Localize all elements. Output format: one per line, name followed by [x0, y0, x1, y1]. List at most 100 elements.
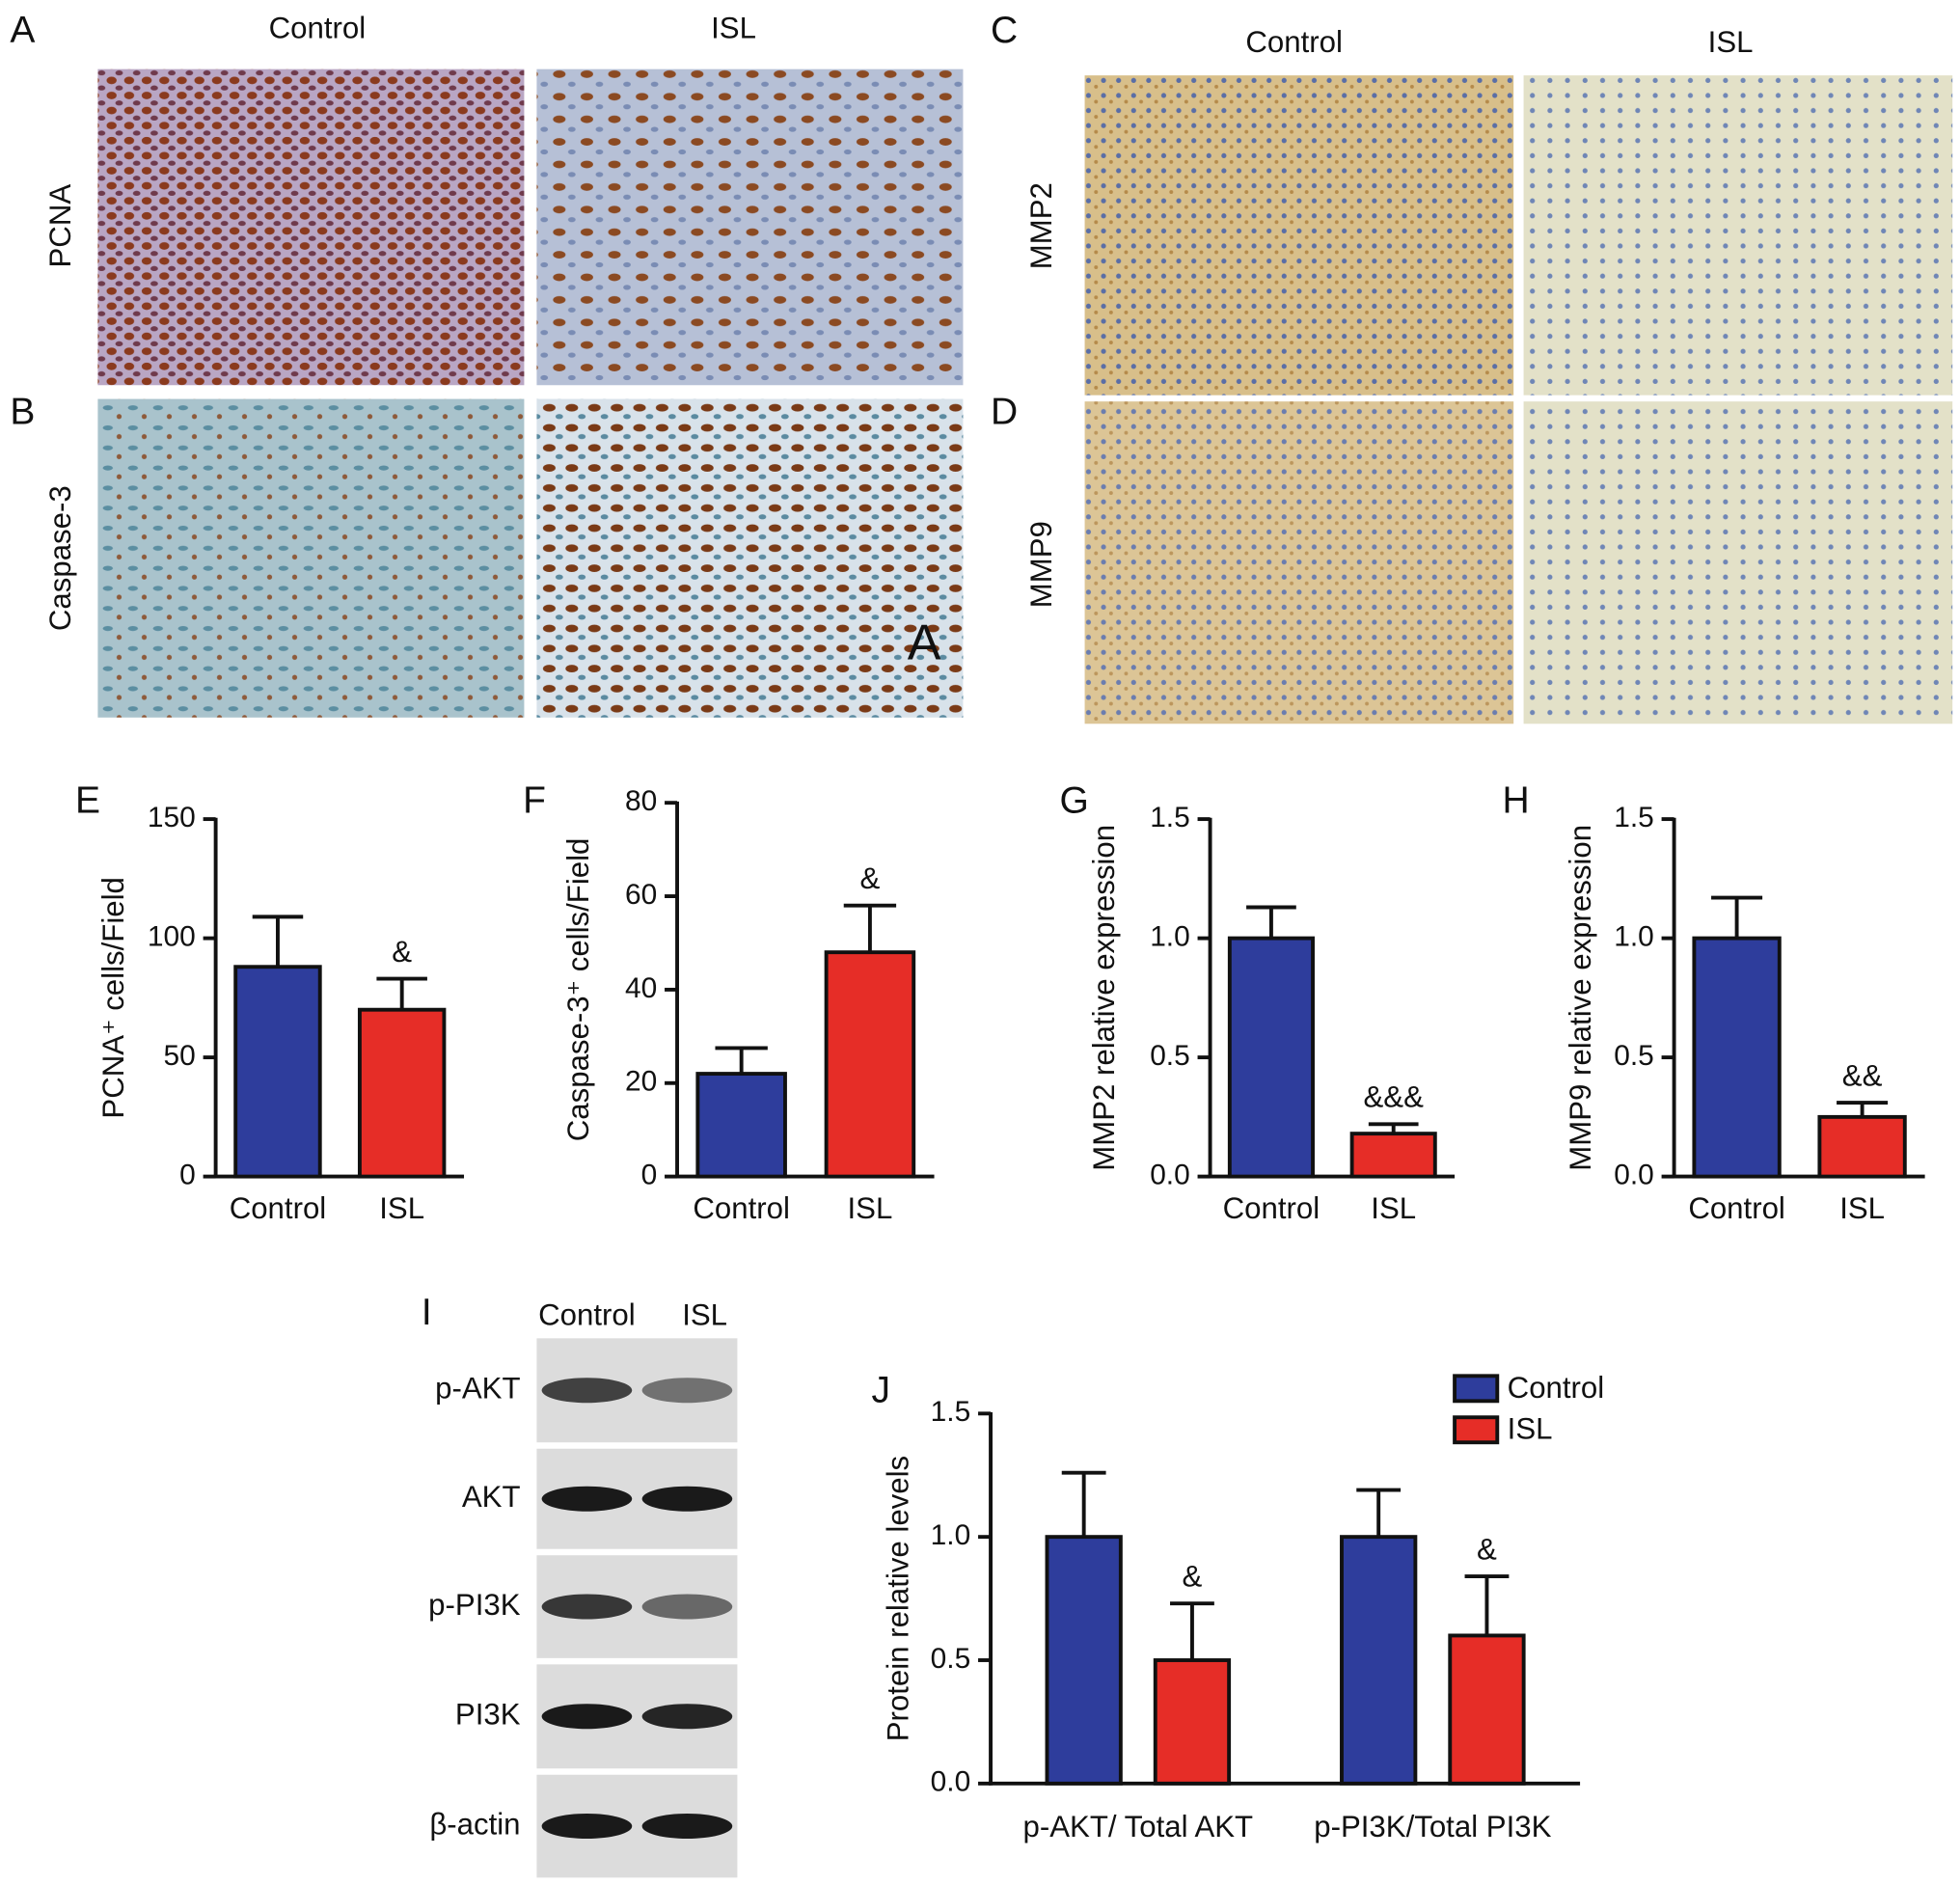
- x-tick-label: Control: [230, 1191, 327, 1225]
- blot-band: [641, 1704, 733, 1730]
- blot-band: [641, 1814, 733, 1840]
- image-mark: A: [908, 614, 941, 670]
- legend-label: ISL: [1508, 1412, 1553, 1446]
- blot-band: [641, 1486, 733, 1512]
- error-bar: [1170, 1601, 1214, 1661]
- panel-letter: E: [75, 779, 100, 821]
- significance-label: &: [1183, 1559, 1203, 1593]
- y-tick-label: 0.5: [931, 1643, 971, 1675]
- significance-label: &: [392, 935, 412, 969]
- y-axis-label: Protein relative levels: [882, 1456, 915, 1741]
- y-tick-label: 1.5: [931, 1396, 971, 1428]
- panel-letter: H: [1502, 779, 1529, 821]
- significance-label: &: [860, 861, 881, 895]
- y-axis-label: MMP2 relative expression: [1087, 825, 1121, 1171]
- blot-band: [541, 1378, 633, 1404]
- legend-swatch: [1453, 1374, 1500, 1404]
- row-label: β-actin: [429, 1807, 520, 1841]
- panel-letter: I: [422, 1292, 432, 1333]
- error-bar: [376, 976, 427, 1010]
- bar: [1448, 1633, 1526, 1786]
- blot-band: [641, 1378, 733, 1404]
- y-axis-label: Caspase-3⁺ cells/Field: [561, 838, 595, 1142]
- bar: [1227, 936, 1315, 1179]
- y-tick-label: 100: [148, 920, 196, 952]
- y-axis-label: MMP9 relative expression: [1564, 825, 1597, 1171]
- error-bar: [715, 1046, 768, 1075]
- bar: [1340, 1535, 1418, 1786]
- y-tick-label: 0.5: [1614, 1040, 1654, 1072]
- error-bar: [843, 903, 897, 953]
- y-tick-label: 1.0: [931, 1519, 971, 1551]
- y-tick-label: 40: [625, 972, 657, 1004]
- y-tick-label: 0.0: [1150, 1160, 1190, 1191]
- y-axis-label: PCNA⁺ cells/Field: [96, 877, 130, 1118]
- x-tick-label: p-PI3K/Total PI3K: [1314, 1810, 1551, 1843]
- x-tick-label: ISL: [848, 1191, 893, 1225]
- x-tick-label: ISL: [379, 1191, 424, 1225]
- bar: [824, 950, 916, 1179]
- y-tick-label: 0.0: [931, 1766, 971, 1798]
- y-tick-label: 0.5: [1150, 1040, 1190, 1072]
- y-tick-label: 1.0: [1614, 920, 1654, 952]
- bar: [1692, 936, 1782, 1179]
- x-tick-label: ISL: [1371, 1191, 1416, 1225]
- y-tick-label: 1.0: [1150, 920, 1190, 952]
- row-label: PI3K: [455, 1698, 521, 1732]
- row-label: AKT: [462, 1480, 521, 1514]
- column-label: Control: [269, 12, 367, 45]
- legend-label: Control: [1508, 1371, 1605, 1405]
- column-label: Control: [1245, 25, 1343, 59]
- y-tick-label: 1.5: [1150, 802, 1190, 833]
- significance-label: &: [1477, 1532, 1497, 1566]
- x-tick-label: ISL: [1839, 1191, 1885, 1225]
- y-tick-label: 0: [641, 1160, 658, 1191]
- x-tick-label: Control: [693, 1191, 790, 1225]
- bar: [357, 1007, 447, 1179]
- blot-band: [541, 1594, 633, 1620]
- y-tick-label: 0.0: [1614, 1160, 1654, 1191]
- x-tick-label: p-AKT/ Total AKT: [1022, 1810, 1253, 1843]
- row-label: Caspase-3: [43, 485, 77, 631]
- y-tick-label: 50: [164, 1040, 196, 1072]
- panel-letter: J: [872, 1370, 891, 1411]
- column-label: ISL: [711, 12, 756, 45]
- panel-letter: D: [991, 391, 1018, 432]
- bar: [1045, 1535, 1123, 1786]
- row-label: PCNA: [43, 184, 77, 268]
- error-bar: [1711, 895, 1763, 939]
- x-tick-label: Control: [1688, 1191, 1785, 1225]
- panel-letter: G: [1060, 779, 1089, 821]
- column-label: ISL: [682, 1297, 727, 1331]
- column-label: Control: [538, 1297, 636, 1331]
- micrograph: [1523, 401, 1953, 724]
- micrograph: [1084, 401, 1514, 724]
- panel-letter: B: [10, 391, 35, 432]
- legend-swatch: [1453, 1415, 1500, 1445]
- y-tick-label: 150: [148, 802, 196, 833]
- western-blot: p-AKT AKT p-PI3K PI3K β-actin: [428, 1338, 738, 1878]
- y-tick-label: 20: [625, 1066, 657, 1098]
- y-tick-label: 1.5: [1614, 802, 1654, 833]
- bar: [1817, 1114, 1907, 1179]
- bar: [1349, 1132, 1437, 1179]
- error-bar: [1061, 1470, 1106, 1538]
- row-label: p-PI3K: [428, 1588, 521, 1622]
- blot-band: [641, 1594, 733, 1620]
- row-label: p-AKT: [435, 1372, 520, 1406]
- significance-label: &&: [1842, 1058, 1883, 1092]
- blot-band: [541, 1486, 633, 1512]
- bar: [1153, 1658, 1232, 1786]
- micrograph: [536, 398, 964, 718]
- row-label: MMP2: [1024, 182, 1058, 269]
- blot-band: [541, 1814, 633, 1840]
- micrograph: [1523, 75, 1953, 396]
- error-bar: [1246, 905, 1296, 939]
- error-bar: [1356, 1488, 1402, 1538]
- micrograph: [1084, 75, 1514, 396]
- significance-label: &&&: [1363, 1080, 1424, 1114]
- micrograph: [97, 68, 525, 386]
- panel-letter: F: [523, 779, 546, 821]
